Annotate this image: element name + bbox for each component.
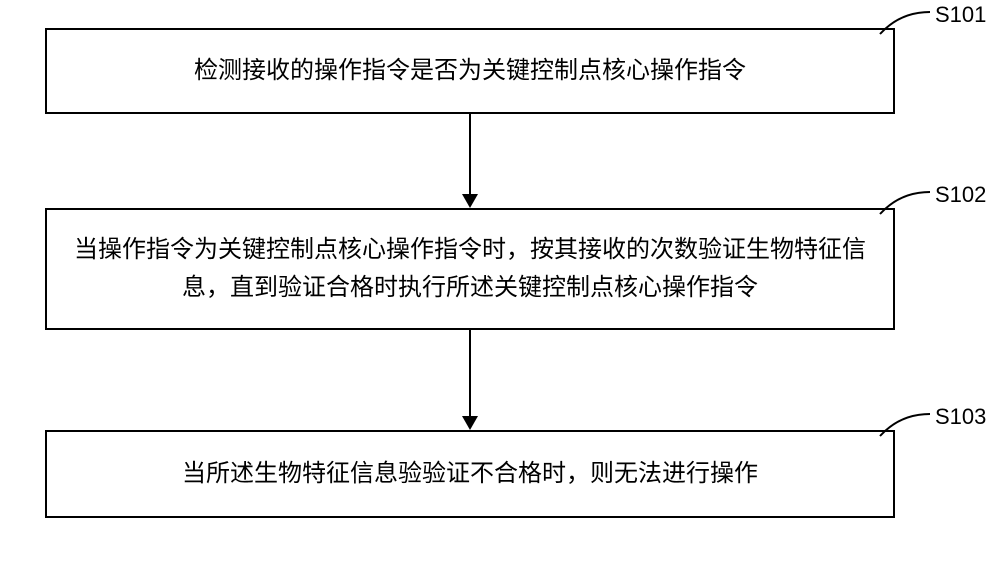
step-label-s103: S103 [935,404,986,430]
flow-node-text: 当所述生物特征信息验验证不合格时，则无法进行操作 [182,455,758,493]
step-label-s102: S102 [935,182,986,208]
leader-line-s102 [880,190,940,220]
step-label-s101: S101 [935,2,986,28]
flowchart-canvas: 检测接收的操作指令是否为关键控制点核心操作指令 S101 当操作指令为关键控制点… [0,0,1000,578]
flow-node-text: 当操作指令为关键控制点核心操作指令时，按其接收的次数验证生物特征信息，直到验证合… [67,231,873,308]
leader-line-s101 [880,10,940,40]
flow-node-s101: 检测接收的操作指令是否为关键控制点核心操作指令 [45,28,895,114]
flow-node-text: 检测接收的操作指令是否为关键控制点核心操作指令 [194,52,746,90]
leader-line-s103 [880,412,940,442]
flow-node-s103: 当所述生物特征信息验验证不合格时，则无法进行操作 [45,430,895,518]
flow-node-s102: 当操作指令为关键控制点核心操作指令时，按其接收的次数验证生物特征信息，直到验证合… [45,208,895,330]
